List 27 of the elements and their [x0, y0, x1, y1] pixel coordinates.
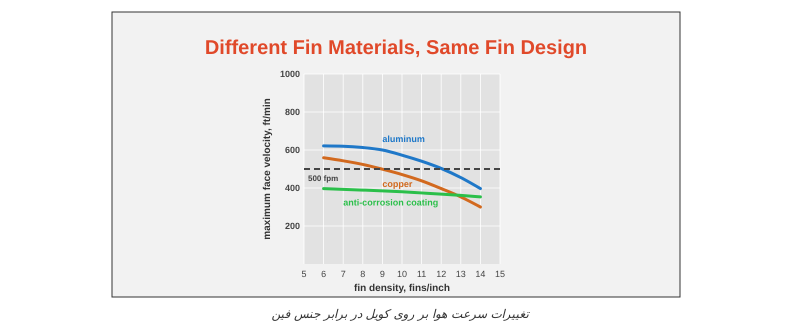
line-series — [322, 187, 482, 198]
x-tick-label: 15 — [494, 269, 506, 279]
y-tick-label: 800 — [284, 107, 300, 117]
x-tick-label: 8 — [360, 269, 366, 279]
x-axis-title: fin density, fins/inch — [354, 283, 450, 294]
x-tick-label: 7 — [340, 269, 346, 279]
x-tick-label: 6 — [321, 269, 326, 279]
y-tick-label: 200 — [284, 221, 300, 231]
y-tick-label: 1000 — [280, 69, 300, 79]
ref-line-label: 500 fpm — [308, 174, 338, 183]
chart-title: Different Fin Materials, Same Fin Design — [204, 37, 588, 59]
text: تغییرات سرعت هوا بر روی کویل در برابر جنس فین — [271, 307, 531, 321]
line-series — [322, 156, 482, 208]
y-tick-label: 600 — [284, 145, 300, 155]
y-axis-title: maximum face velocity, ft/min — [262, 98, 273, 240]
x-tick-label: 13 — [456, 269, 466, 279]
series-label: aluminum — [382, 134, 425, 144]
line-series — [322, 144, 482, 190]
x-tick-label: 9 — [380, 269, 385, 279]
x-tick-label: 14 — [475, 269, 486, 279]
x-tick-label: 10 — [396, 269, 408, 279]
series-label: anti-corrosion coating — [343, 197, 438, 208]
y-tick-label: 400 — [284, 183, 300, 193]
x-tick-label: 5 — [301, 269, 307, 279]
x-tick-label: 11 — [416, 269, 426, 279]
series-label: copper — [382, 179, 413, 190]
x-tick-label: 12 — [436, 269, 446, 279]
